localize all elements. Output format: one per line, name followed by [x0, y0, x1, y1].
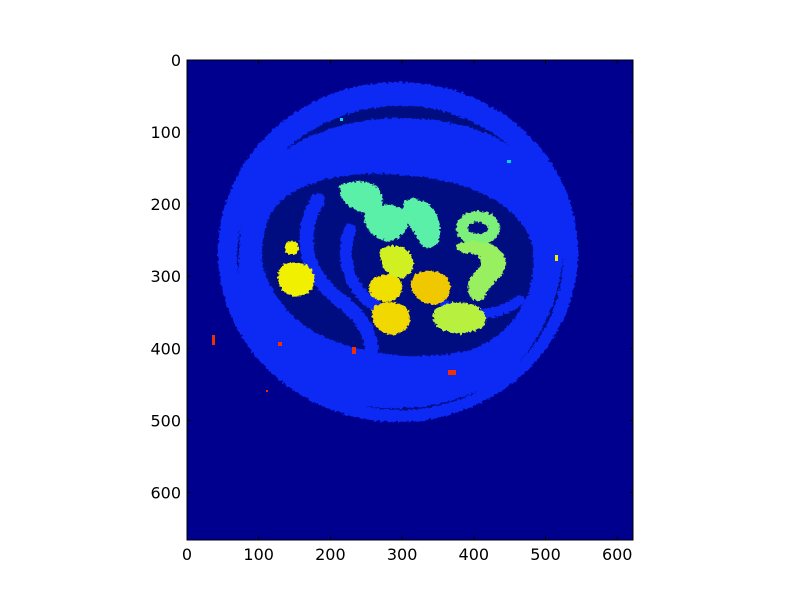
y-tick-label: 400	[150, 339, 181, 358]
y-tick-label: 0	[171, 51, 181, 70]
y-tick-label: 200	[150, 195, 181, 214]
x-tick-label: 100	[243, 545, 274, 564]
region-yellow-left-top	[285, 241, 299, 255]
region-yellow-right	[410, 270, 451, 305]
x-tick-label: 0	[182, 545, 192, 564]
x-axis-ticks: 0 100 200 300 400 500 600	[182, 60, 633, 564]
x-tick-label: 200	[315, 545, 346, 564]
axes-frame	[186, 59, 634, 541]
x-tick-label: 500	[530, 545, 561, 564]
region-teal-c	[402, 199, 441, 248]
y-tick-label: 300	[150, 267, 181, 286]
region-yellow-left	[277, 262, 315, 297]
region-yellow-mid	[368, 274, 403, 302]
y-tick-label: 600	[150, 483, 181, 502]
x-tick-label: 300	[387, 545, 418, 564]
y-axis-ticks: 0 100 200 300 400 500 600	[150, 51, 633, 502]
region-lime-bottom	[432, 302, 486, 334]
region-yellow-green	[379, 245, 414, 279]
red-specks	[212, 335, 456, 392]
y-tick-label: 100	[150, 123, 181, 142]
x-tick-label: 600	[602, 545, 633, 564]
inner-tube-left	[299, 193, 379, 357]
segmentation-image	[187, 60, 633, 540]
region-yellow-bottom	[371, 302, 411, 335]
region-lime-ring-hole	[468, 222, 488, 234]
region-lime-s	[455, 241, 506, 302]
x-tick-label: 400	[459, 545, 490, 564]
y-tick-label: 500	[150, 411, 181, 430]
region-teal-b	[364, 204, 409, 241]
inner-tube-mid	[340, 224, 381, 311]
region-teal-a	[339, 181, 383, 215]
cyan-specks	[340, 118, 558, 261]
